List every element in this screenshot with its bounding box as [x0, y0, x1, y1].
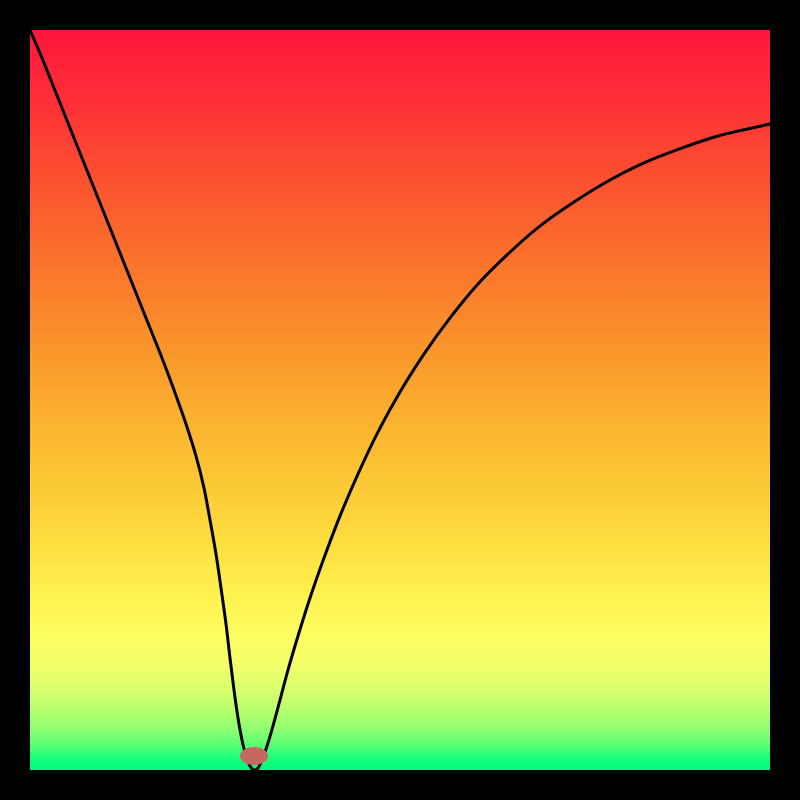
chart-container: TheBottleneck.com — [0, 0, 800, 800]
bottleneck-chart — [0, 0, 800, 800]
optimum-marker — [240, 747, 268, 765]
chart-gradient-bg — [30, 30, 770, 770]
